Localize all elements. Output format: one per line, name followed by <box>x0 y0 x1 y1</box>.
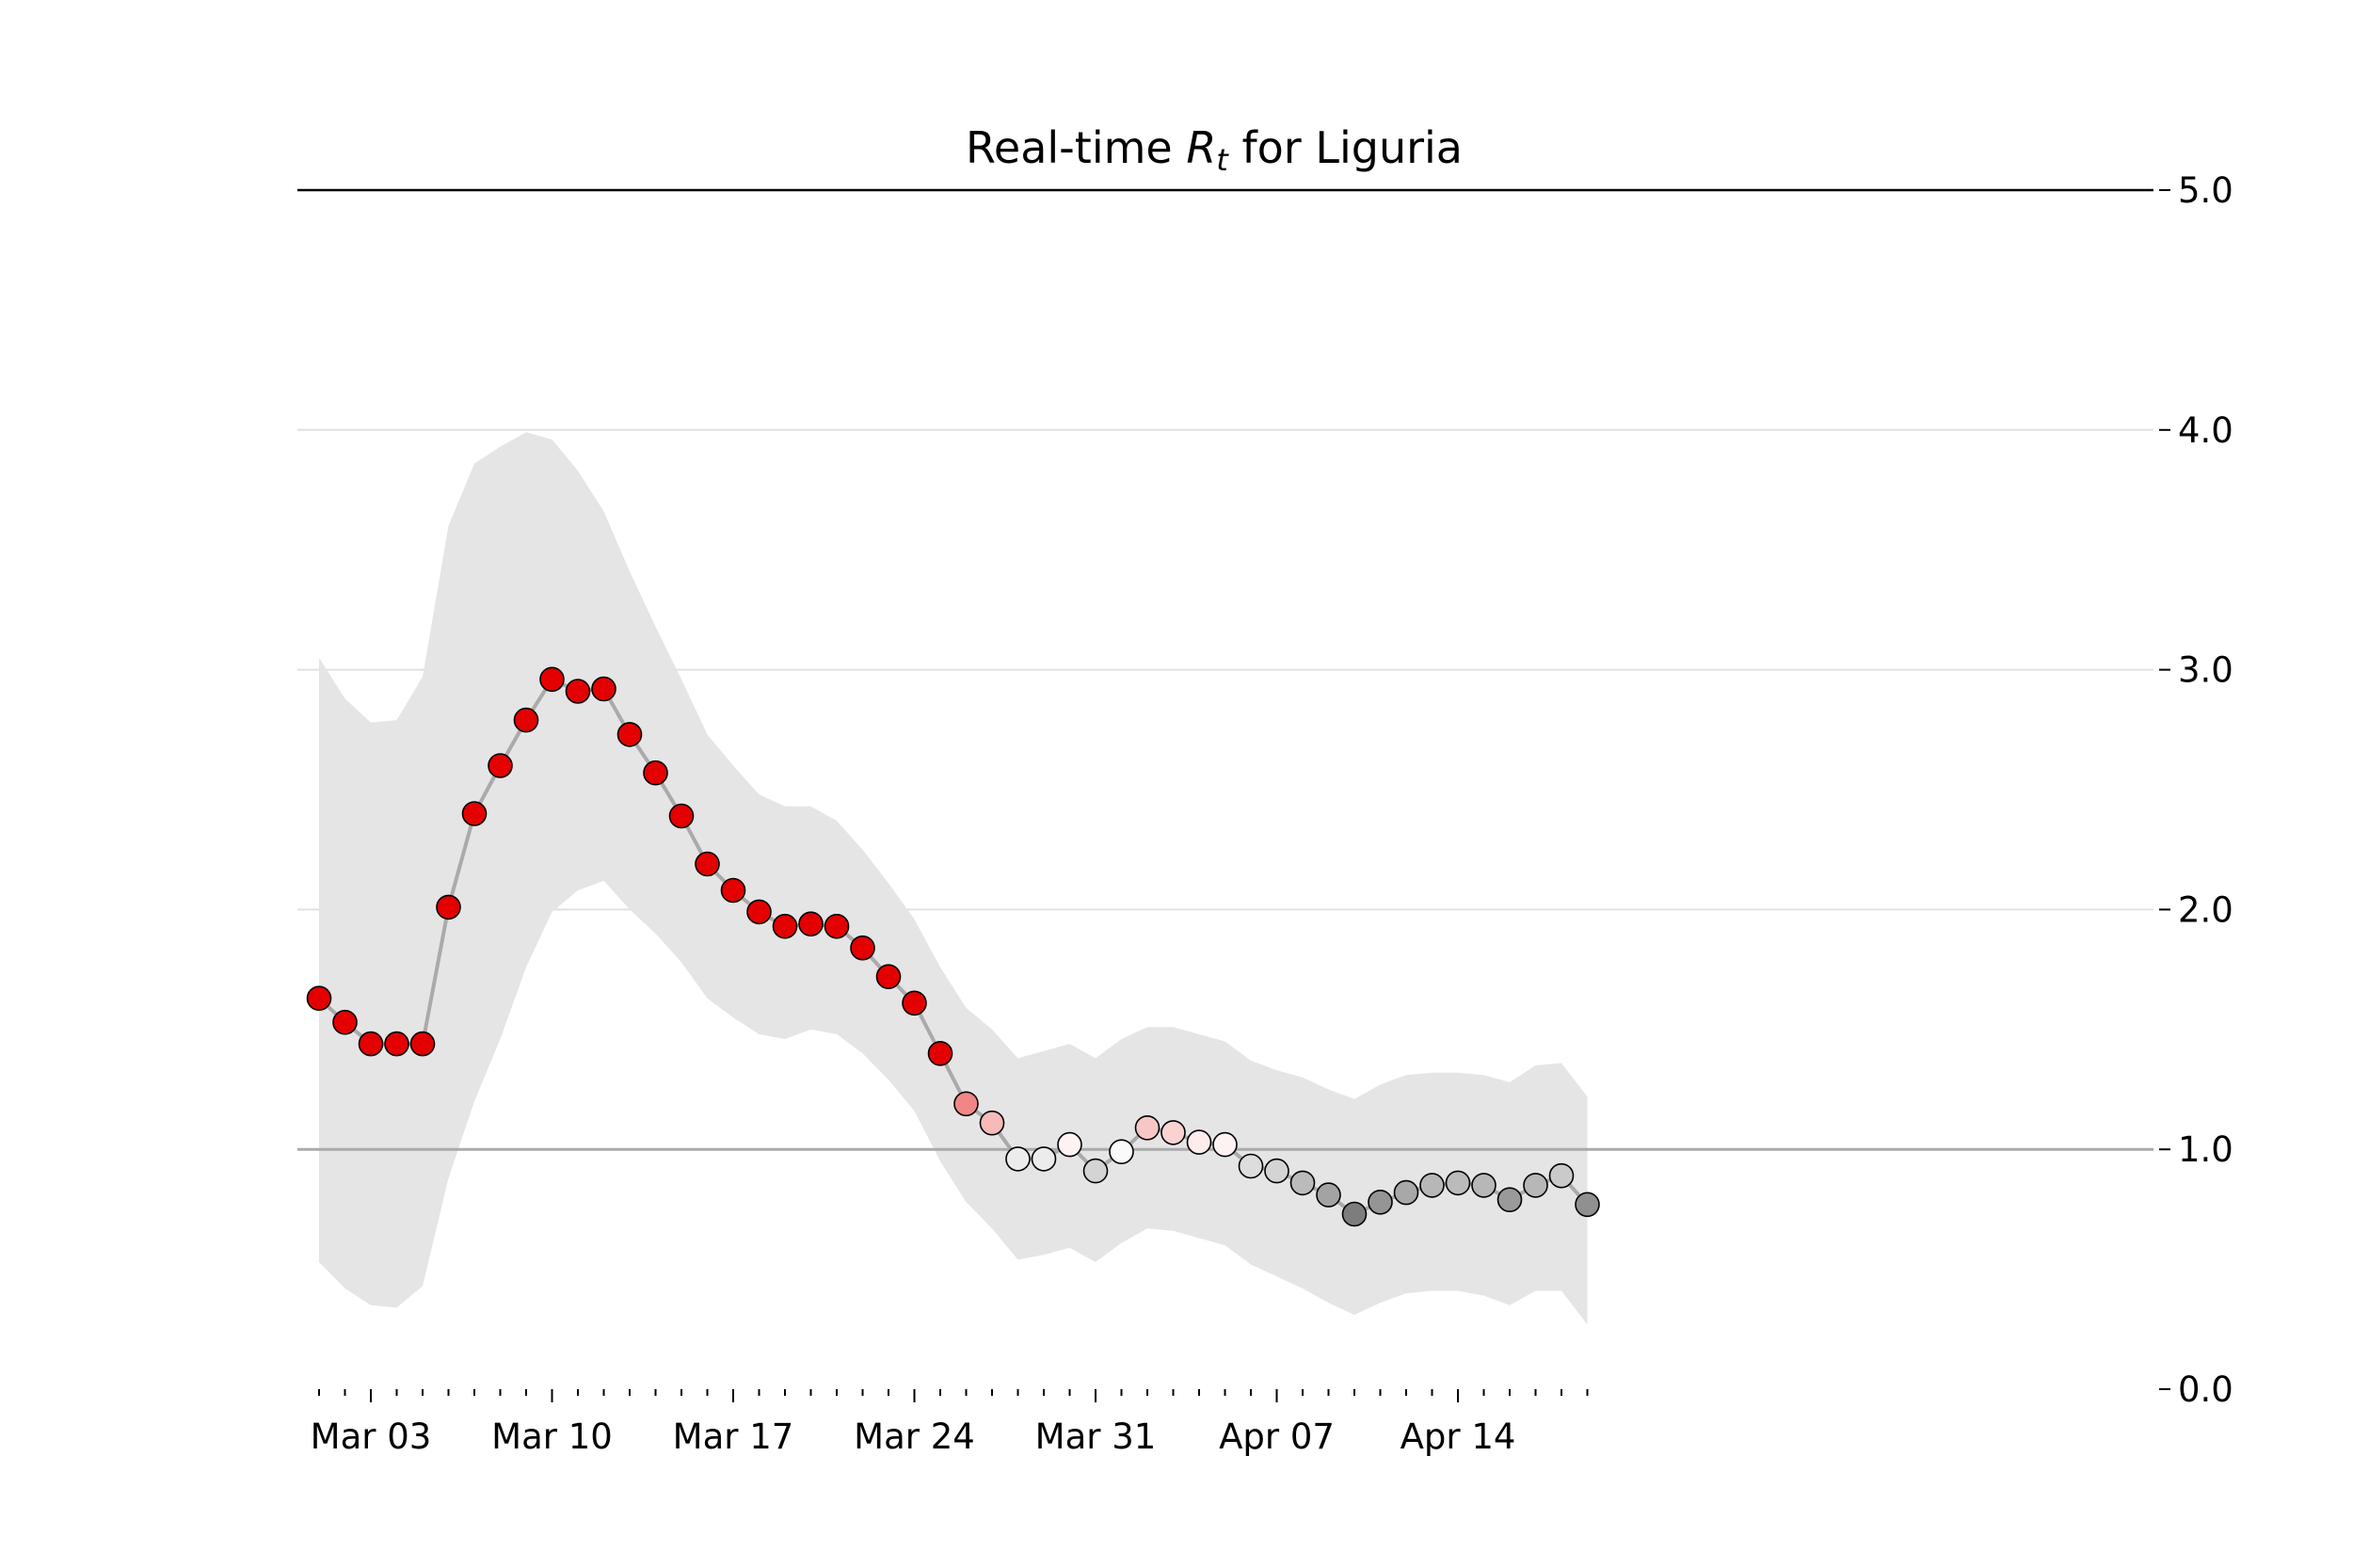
data-point <box>565 679 591 704</box>
data-point <box>850 935 875 961</box>
data-point <box>1289 1170 1316 1196</box>
title-suffix: for Liguria <box>1228 122 1463 173</box>
data-point <box>902 990 927 1016</box>
data-point <box>1082 1158 1109 1184</box>
data-point <box>720 877 746 904</box>
data-point <box>824 913 850 939</box>
data-point <box>927 1041 953 1066</box>
data-point <box>643 760 668 786</box>
data-point <box>1134 1115 1160 1141</box>
data-point <box>1393 1179 1419 1206</box>
x-tick-label: Mar 03 <box>311 1416 432 1457</box>
data-point <box>1264 1158 1289 1184</box>
data-point <box>1419 1173 1445 1198</box>
x-tick-label: Mar 10 <box>491 1416 613 1457</box>
chart-title: Real-time Rt for Liguria <box>966 122 1463 178</box>
data-point <box>461 801 488 826</box>
data-point <box>979 1110 1005 1136</box>
x-tick-label: Apr 07 <box>1219 1416 1335 1457</box>
data-point <box>772 913 798 939</box>
data-point <box>1548 1162 1575 1189</box>
x-tick-label: Mar 17 <box>673 1416 794 1457</box>
data-point <box>1031 1146 1057 1172</box>
data-point <box>1238 1153 1264 1179</box>
title-subscript: t <box>1216 142 1229 178</box>
data-point <box>1341 1201 1368 1227</box>
y-tick-label: 2.0 <box>2178 889 2233 930</box>
data-point <box>1445 1170 1471 1196</box>
data-point <box>1575 1192 1600 1218</box>
data-point <box>436 894 461 920</box>
x-tick-label: Mar 31 <box>1035 1416 1157 1457</box>
data-point <box>332 1009 358 1035</box>
data-point <box>746 899 772 925</box>
axes: 0.0 1.0 2.0 3.0 4.0 5.0 Mar 03 Mar 10 Mar 17 Mar … <box>297 170 2233 1457</box>
title-prefix: Real-time <box>966 122 1186 173</box>
title-symbol: R <box>1186 122 1216 173</box>
data-point <box>539 666 565 693</box>
data-point <box>1212 1131 1238 1158</box>
data-point <box>616 722 643 747</box>
data-point <box>798 911 824 937</box>
data-point <box>695 851 720 877</box>
data-point <box>1057 1131 1082 1158</box>
data-point <box>1160 1120 1186 1145</box>
data-point <box>384 1031 409 1057</box>
data-point <box>409 1031 436 1057</box>
data-point <box>1471 1173 1497 1198</box>
y-tick-label: 4.0 <box>2178 410 2233 451</box>
data-point <box>306 985 332 1011</box>
y-tick-label: 3.0 <box>2178 650 2233 691</box>
data-point <box>591 676 616 702</box>
y-tick-label: 5.0 <box>2178 170 2233 211</box>
data-point <box>488 753 513 778</box>
data-point <box>1316 1182 1341 1208</box>
data-points <box>306 666 1600 1227</box>
data-point <box>1523 1173 1548 1198</box>
confidence-band-layer <box>319 432 1588 1325</box>
data-point <box>1368 1190 1393 1215</box>
data-point <box>1186 1129 1212 1155</box>
y-tick-label: 1.0 <box>2178 1129 2233 1170</box>
y-tick-label: 0.0 <box>2178 1369 2233 1410</box>
data-point <box>1109 1139 1134 1164</box>
x-tick-label: Apr 14 <box>1401 1416 1516 1457</box>
data-point <box>668 803 695 829</box>
data-point <box>875 964 902 989</box>
data-point <box>953 1091 979 1117</box>
confidence-band <box>319 432 1588 1325</box>
data-point <box>1005 1146 1031 1172</box>
data-point <box>513 707 539 733</box>
data-point <box>358 1031 384 1057</box>
data-point <box>1497 1187 1523 1212</box>
x-tick-label: Mar 24 <box>854 1416 975 1457</box>
